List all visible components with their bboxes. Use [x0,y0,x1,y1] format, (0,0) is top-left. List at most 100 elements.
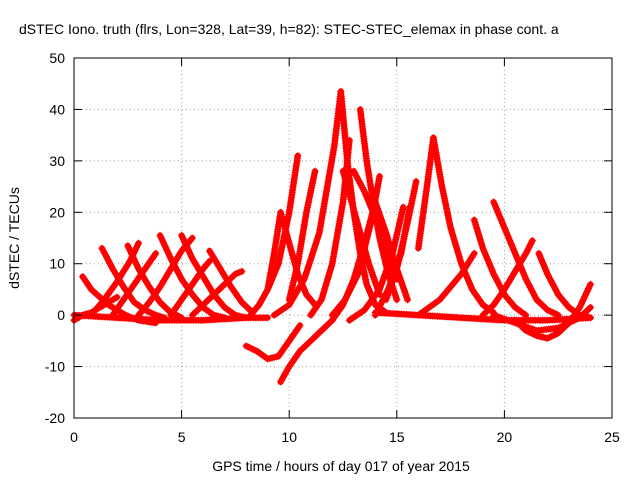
data-point-marker [312,332,320,340]
data-point-marker [204,259,212,267]
data-series [328,198,379,324]
data-point-marker [567,305,575,313]
data-point-marker [132,300,140,308]
data-point-marker [321,323,329,331]
data-point-marker [470,249,478,257]
data-series [167,257,214,319]
y-tick-label: 30 [49,153,65,169]
data-point-marker [307,296,315,304]
data-point-marker [156,298,164,306]
data-point-marker [310,333,318,341]
y-tick-label: 50 [49,50,65,66]
data-point-marker [190,309,198,317]
data-point-marker [294,152,302,160]
y-tick-label: -10 [45,359,65,375]
data-point-marker [201,299,209,307]
data-point-marker [230,272,238,280]
data-point-marker [197,303,205,311]
data-series [414,249,478,319]
data-point-marker [253,347,261,355]
data-point-marker [199,301,207,309]
data-point-marker [208,292,216,300]
data-point-marker [91,289,99,297]
data-point-marker [163,305,171,313]
y-tick-label: -20 [45,410,65,426]
data-point-marker [208,310,216,318]
data-point-marker [224,277,232,285]
data-point-marker [228,309,236,317]
data-point-marker [205,307,212,315]
data-point-marker [479,301,487,309]
data-series [246,152,302,319]
data-point-marker [136,302,144,310]
data-series [135,234,196,319]
data-point-marker [301,342,309,350]
data-point-marker [528,237,536,245]
data-point-marker [513,305,521,313]
data-point-marker [393,296,401,304]
data-point-marker [404,296,412,304]
data-point-marker [221,280,229,288]
data-point-marker [222,279,230,287]
data-point-marker [87,285,95,293]
data-point-marker [206,294,214,302]
data-point-marker [203,297,211,305]
data-point-marker [583,307,591,315]
data-point-marker [262,354,270,362]
data-point-marker [308,297,316,305]
data-point-marker [325,320,333,328]
data-point-marker [135,239,143,247]
data-point-marker [241,302,249,310]
data-point-marker [93,304,101,312]
data-point-marker [226,275,234,283]
data-point-marker [160,302,168,310]
data-series [345,203,407,324]
data-series [178,231,250,322]
data-point-marker [221,303,229,311]
data-point-marker [481,309,489,317]
data-point-marker [317,327,325,335]
data-series [490,198,562,319]
data-point-marker [412,177,420,185]
data-point-marker [252,304,260,312]
data-point-marker [111,294,119,302]
x-tick-label: 15 [389,429,405,445]
data-point-marker [158,300,166,308]
data-point-marker [248,309,256,317]
data-point-marker [586,280,594,288]
data-series [429,134,498,317]
data-point-marker [254,303,262,311]
data-point-marker [196,304,204,312]
data-point-marker [538,301,546,309]
data-point-marker [323,321,331,329]
data-series [479,237,536,319]
data-point-marker [96,301,104,309]
data-point-marker [586,314,594,322]
data-point-marker [565,303,573,311]
data-point-marker [92,290,100,298]
data-point-marker [586,303,594,311]
data-point-marker [206,309,214,317]
data-point-marker [217,284,225,292]
data-point-marker [303,340,311,348]
y-tick-label: 20 [49,204,65,220]
data-point-marker [296,321,304,329]
data-point-marker [304,292,312,300]
data-point-marker [255,348,263,356]
data-point-marker [215,285,223,293]
y-tick-labels: -20 -10 0 10 20 30 40 50 [45,50,65,426]
data-point-marker [298,345,306,353]
series-band [415,250,478,319]
data-point-marker [536,299,544,307]
data-point-marker [206,257,214,265]
data-point-marker [316,328,324,336]
data-point-marker [134,301,142,309]
tick-marks [73,57,613,419]
x-tick-label: 25 [604,429,620,445]
data-point-marker [224,306,232,314]
data-point-marker [222,305,230,313]
x-tick-label: 5 [178,429,186,445]
plot-frame [73,57,613,419]
data-point-marker [296,347,304,355]
data-point-marker [238,298,246,306]
